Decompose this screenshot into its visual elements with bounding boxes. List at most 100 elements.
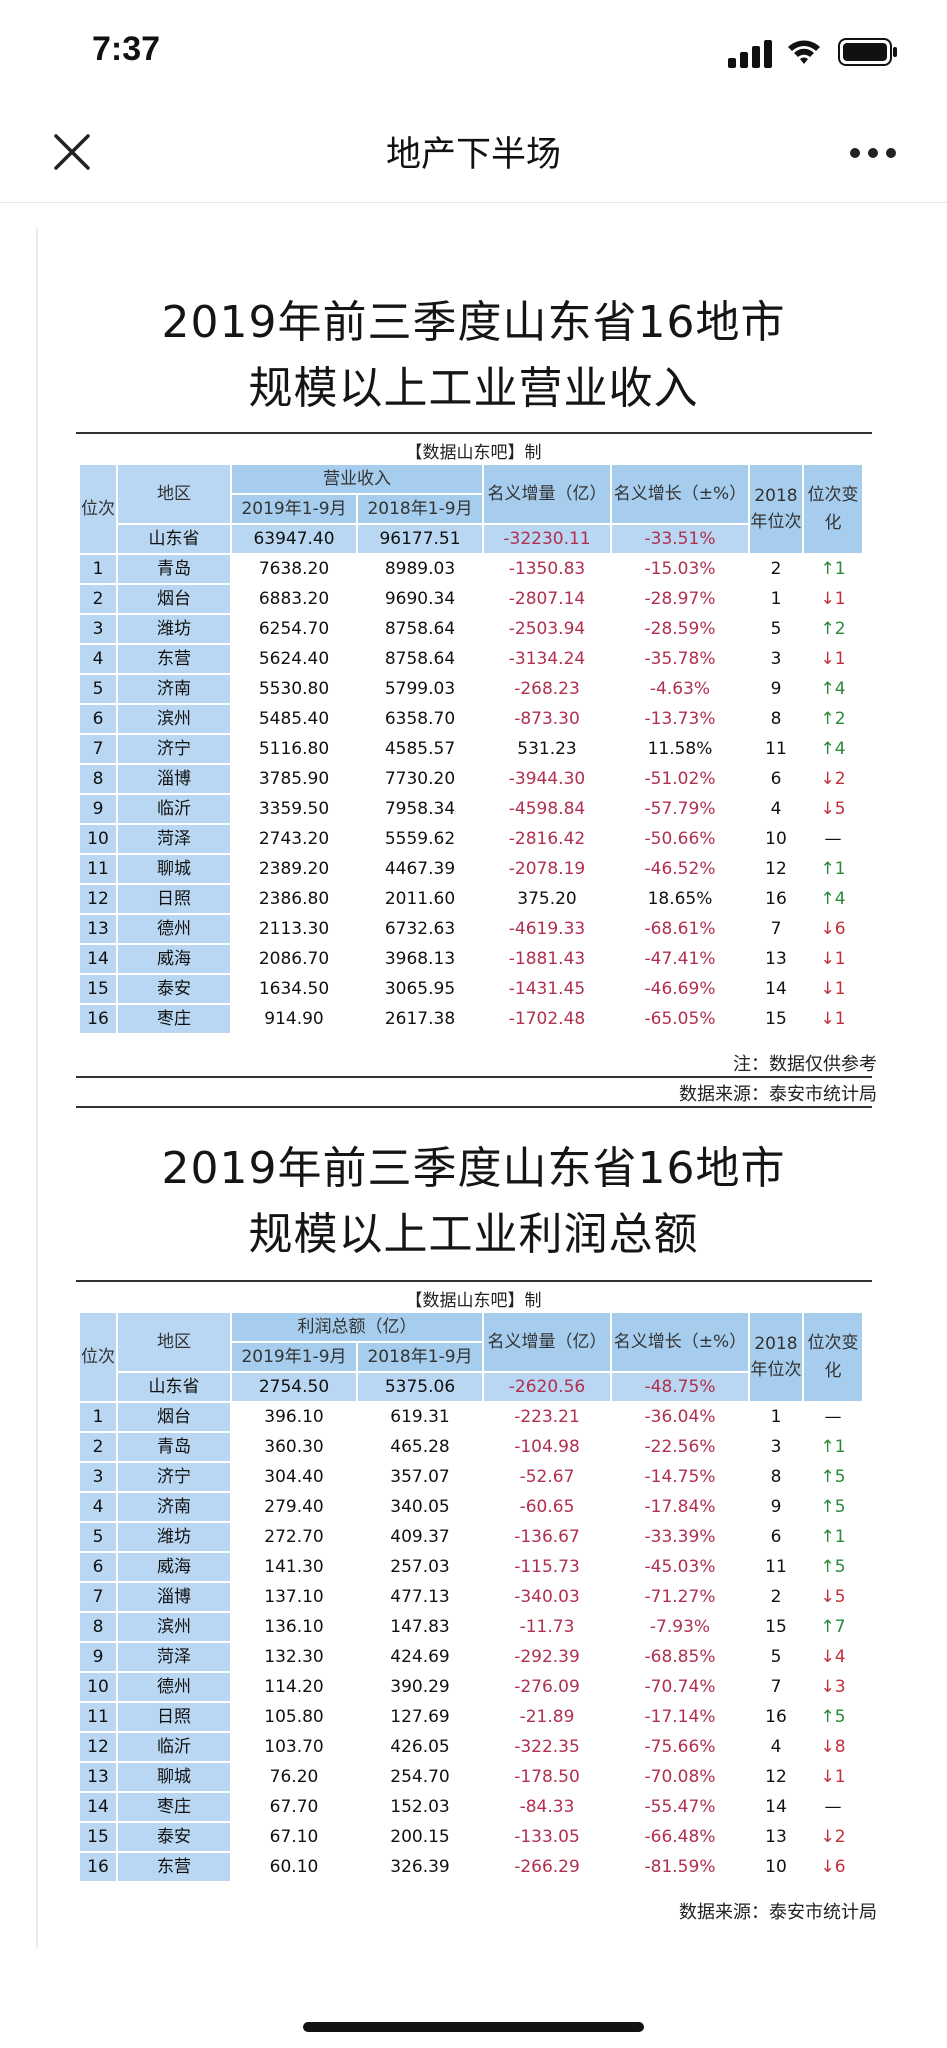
row-2019: 2113.30 [232,915,356,943]
header-rank: 位次 [80,1313,116,1401]
status-bar: 7:37 [0,0,947,100]
profit-title-line2: 规模以上工业利润总额 [248,1209,699,1260]
row-rank-change: ↑2 [804,705,862,733]
row-growth: -22.56% [612,1433,748,1461]
row-rank: 8 [80,765,116,793]
row-2018: 8758.64 [358,615,482,643]
row-rank-2018: 3 [750,1433,802,1461]
row-region: 滨州 [118,1613,230,1641]
row-rank: 1 [80,555,116,583]
table-row: 7 淄博 137.10 477.13 -340.03 -71.27% 2 ↓5 [80,1583,862,1611]
row-2018: 5559.62 [358,825,482,853]
row-increase: -276.09 [484,1673,610,1701]
row-region: 临沂 [118,1733,230,1761]
row-2019: 2086.70 [232,945,356,973]
row-increase: -1702.48 [484,1005,610,1033]
row-rank-change: ↓1 [804,975,862,1003]
row-rank-2018: 14 [750,975,802,1003]
row-2019: 6883.20 [232,585,356,613]
row-increase: -104.98 [484,1433,610,1461]
province-name: 山东省 [118,525,230,553]
row-growth: -70.08% [612,1763,748,1791]
row-region: 东营 [118,645,230,673]
revenue-credit: 【数据山东吧】制 [405,443,542,463]
row-2019: 279.40 [232,1493,356,1521]
row-rank-2018: 14 [750,1793,802,1821]
table-row: 12 临沂 103.70 426.05 -322.35 -75.66% 4 ↓8 [80,1733,862,1761]
province-2018: 5375.06 [358,1373,482,1401]
revenue-source: 数据来源：泰安市统计局 [679,1084,877,1105]
row-region: 枣庄 [118,1005,230,1033]
row-rank: 6 [80,705,116,733]
province-growth: -33.51% [612,525,748,553]
row-region: 青岛 [118,555,230,583]
header-rank-change: 位次变化 [804,465,862,553]
row-increase: -2807.14 [484,585,610,613]
row-2019: 3359.50 [232,795,356,823]
row-rank: 9 [80,795,116,823]
row-2018: 3968.13 [358,945,482,973]
header-increase: 名义增量（亿） [484,465,610,523]
row-rank-2018: 9 [750,675,802,703]
table-row: 9 菏泽 132.30 424.69 -292.39 -68.85% 5 ↓4 [80,1643,862,1671]
row-growth: -45.03% [612,1553,748,1581]
row-2019: 914.90 [232,1005,356,1033]
row-2018: 254.70 [358,1763,482,1791]
row-2019: 2386.80 [232,885,356,913]
row-2018: 8989.03 [358,555,482,583]
row-growth: -35.78% [612,645,748,673]
status-time: 7:37 [92,30,161,68]
table-row: 16 枣庄 914.90 2617.38 -1702.48 -65.05% 15 ↓1 [80,1005,862,1033]
row-rank: 11 [80,855,116,883]
table-row: 11 聊城 2389.20 4467.39 -2078.19 -46.52% 12 ↑1 [80,855,862,883]
row-region: 日照 [118,1703,230,1731]
row-2019: 5530.80 [232,675,356,703]
row-2018: 7730.20 [358,765,482,793]
row-rank-2018: 6 [750,765,802,793]
row-increase: -223.21 [484,1403,610,1431]
row-rank: 6 [80,1553,116,1581]
table-row: 9 临沂 3359.50 7958.34 -4598.84 -57.79% 4 ↓5 [80,795,862,823]
row-increase: -4598.84 [484,795,610,823]
row-2018: 477.13 [358,1583,482,1611]
row-2018: 4585.57 [358,735,482,763]
row-growth: -4.63% [612,675,748,703]
row-growth: -46.52% [612,855,748,883]
close-icon[interactable] [50,130,94,174]
row-increase: -52.67 [484,1463,610,1491]
row-region: 烟台 [118,585,230,613]
row-2019: 7638.20 [232,555,356,583]
revenue-title-line1: 2019年前三季度山东省16地市 [161,297,786,348]
row-rank-change: ↑1 [804,1523,862,1551]
more-options-icon[interactable] [848,146,898,160]
table-row: 13 聊城 76.20 254.70 -178.50 -70.08% 12 ↓1 [80,1763,862,1791]
row-increase: 531.23 [484,735,610,763]
row-growth: -28.59% [612,615,748,643]
row-rank-change: ↓1 [804,945,862,973]
row-region: 泰安 [118,975,230,1003]
profit-credit: 【数据山东吧】制 [405,1291,542,1311]
divider [76,432,872,434]
table-row: 15 泰安 1634.50 3065.95 -1431.45 -46.69% 14 ↓1 [80,975,862,1003]
row-rank-2018: 13 [750,1823,802,1851]
row-rank-change: ↑4 [804,675,862,703]
table-row: 12 日照 2386.80 2011.60 375.20 18.65% 16 ↑4 [80,885,862,913]
row-2019: 304.40 [232,1463,356,1491]
row-region: 菏泽 [118,825,230,853]
row-2018: 340.05 [358,1493,482,1521]
table-row: 3 济宁 304.40 357.07 -52.67 -14.75% 8 ↑5 [80,1463,862,1491]
nav-bar: 地产下半场 [0,100,947,203]
table-row: 6 滨州 5485.40 6358.70 -873.30 -13.73% 8 ↑2 [80,705,862,733]
row-increase: -133.05 [484,1823,610,1851]
row-increase: -292.39 [484,1643,610,1671]
province-name: 山东省 [118,1373,230,1401]
row-2018: 465.28 [358,1433,482,1461]
row-2019: 132.30 [232,1643,356,1671]
row-rank-2018: 1 [750,585,802,613]
row-rank: 12 [80,1733,116,1761]
row-rank-2018: 4 [750,1733,802,1761]
row-increase: -873.30 [484,705,610,733]
row-rank-change: ↓1 [804,1005,862,1033]
province-2019: 63947.40 [232,525,356,553]
home-indicator[interactable] [303,2022,644,2032]
